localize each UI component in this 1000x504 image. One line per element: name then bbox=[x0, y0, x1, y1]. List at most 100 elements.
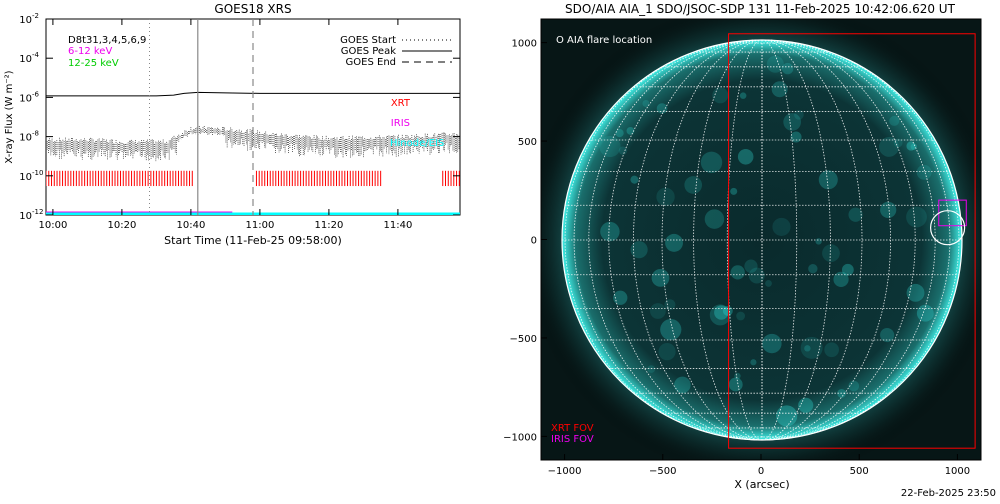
active-region-blob bbox=[841, 263, 854, 276]
active-region-blob bbox=[804, 345, 811, 352]
active-region-blob bbox=[818, 170, 838, 190]
longitude-line bbox=[693, 39, 763, 441]
active-region-blob bbox=[906, 283, 925, 302]
active-region-blob bbox=[744, 259, 758, 273]
active-region-blob bbox=[906, 206, 927, 228]
aia-x-tick-label: −1000 bbox=[548, 466, 582, 477]
active-region-blob bbox=[824, 342, 839, 358]
active-region-blob bbox=[879, 137, 899, 157]
active-region-blob bbox=[916, 304, 934, 322]
legend-label-goes-peak: GOES Peak bbox=[341, 46, 396, 57]
active-region-blob bbox=[665, 233, 683, 252]
flare-location-marker bbox=[930, 210, 966, 246]
active-region-blob bbox=[766, 55, 784, 73]
active-region-blob bbox=[889, 115, 900, 126]
active-region-blob bbox=[739, 92, 747, 99]
aia-axes: −1000 −500 0 500 1000 1000 500 0 −500 −1000 bbox=[503, 39, 970, 477]
goes-y-tick-label: 10 bbox=[19, 54, 32, 65]
goes-x-tick-label: 10:20 bbox=[107, 220, 136, 231]
legend-label-detectors: D8t31,3,4,5,6,9 bbox=[68, 35, 146, 46]
active-region-blob bbox=[772, 217, 791, 236]
goes-y-tick-exponent: -6 bbox=[32, 90, 40, 98]
goes-y-tick-exponent: -12 bbox=[32, 208, 43, 216]
longitude-line bbox=[761, 39, 798, 441]
active-region-blob bbox=[714, 305, 729, 320]
active-region-blob bbox=[750, 359, 757, 366]
active-region-blob bbox=[600, 221, 620, 242]
goes-y-tick-label: 10 bbox=[19, 133, 32, 144]
active-region-blob bbox=[800, 336, 823, 359]
aia-legend-iris-fov: IRIS FOV bbox=[551, 434, 594, 445]
active-region-blob bbox=[618, 146, 628, 155]
active-region-blob bbox=[893, 138, 903, 148]
legend-label-12-25kev: 12-25 keV bbox=[68, 58, 119, 69]
aia-image bbox=[541, 19, 981, 460]
aia-x-axis-label: X (arcsec) bbox=[734, 478, 789, 491]
goes-x-tick-label: 10:40 bbox=[176, 220, 205, 231]
active-region-blob bbox=[808, 264, 818, 274]
active-region-blob bbox=[660, 318, 682, 341]
active-region-blob bbox=[613, 290, 628, 305]
goes-y-tick-exponent: -10 bbox=[32, 169, 43, 177]
active-region-blob bbox=[748, 267, 765, 284]
active-region-blob bbox=[728, 377, 743, 392]
goes-y-tick-exponent: -8 bbox=[32, 130, 39, 138]
active-region-blob bbox=[822, 244, 840, 263]
goes-y-tick-label: 10 bbox=[19, 93, 32, 104]
aia-panel: SDO/AIA AIA_1 SDO/JSOC-SDP 131 11-Feb-20… bbox=[503, 2, 982, 491]
active-region-blob bbox=[880, 201, 897, 219]
active-region-blob bbox=[906, 141, 916, 151]
longitude-line bbox=[761, 39, 916, 441]
longitude-line bbox=[726, 39, 763, 441]
active-region-blob bbox=[762, 333, 782, 354]
active-region-blob bbox=[658, 343, 676, 361]
goes-y-axis-label: X-ray Flux (W m⁻²) bbox=[4, 70, 15, 163]
active-region-blob bbox=[674, 376, 691, 394]
active-region-blob bbox=[848, 380, 860, 392]
active-region-blob bbox=[794, 110, 804, 120]
aia-legend-flare: O AIA flare location bbox=[556, 35, 652, 46]
solar-limb bbox=[561, 39, 963, 441]
active-region-blob bbox=[916, 164, 932, 180]
active-region-blob bbox=[599, 135, 621, 158]
flux-6-12kev-line bbox=[46, 91, 460, 97]
goes-y-tick-label: 10 bbox=[19, 172, 32, 183]
goes-x-tick-label: 11:40 bbox=[383, 220, 412, 231]
goes-x-tick-label: 11:00 bbox=[245, 220, 274, 231]
aia-x-tick-label: 500 bbox=[850, 466, 869, 477]
coverage-label-hinode: Hinode/EIS bbox=[390, 138, 444, 149]
aia-y-tick-label: −1000 bbox=[503, 432, 537, 443]
active-region-blob bbox=[730, 265, 745, 280]
active-region-blob bbox=[642, 100, 650, 108]
longitude-line bbox=[633, 39, 763, 441]
active-region-blob bbox=[704, 209, 725, 229]
active-region-blob bbox=[656, 103, 668, 114]
aia-y-tick-label: −500 bbox=[510, 334, 537, 345]
aia-y-tick-label: 1000 bbox=[512, 39, 537, 50]
active-region-blob bbox=[880, 327, 895, 343]
aia-x-tick-label: 0 bbox=[758, 466, 764, 477]
active-region-blob bbox=[815, 238, 822, 245]
active-region-blob bbox=[712, 87, 729, 104]
active-region-texture bbox=[599, 55, 934, 427]
legend-label-6-12kev: 6-12 keV bbox=[68, 46, 112, 57]
goes-y-tick-label: 10 bbox=[19, 211, 32, 222]
legend-label-goes-end: GOES End bbox=[346, 57, 396, 68]
active-region-blob bbox=[650, 303, 666, 319]
active-region-blob bbox=[848, 207, 863, 222]
goes-axes: 10:00 10:20 10:40 11:00 11:20 11:4010-1210-10… bbox=[19, 12, 460, 231]
goes-y-tick-exponent: -4 bbox=[32, 51, 40, 59]
aia-title: SDO/AIA AIA_1 SDO/JSOC-SDP 131 11-Feb-20… bbox=[565, 2, 956, 16]
goes-xrs-panel: GOES18 XRS 10:00 10:20 10:40 11:00 11:20 11:4… bbox=[4, 2, 461, 247]
goes-y-tick-exponent: -2 bbox=[32, 12, 39, 20]
active-region-blob bbox=[737, 149, 754, 165]
goes-x-tick-label: 11:20 bbox=[314, 220, 343, 231]
active-region-blob bbox=[615, 129, 624, 138]
active-region-blob bbox=[651, 268, 670, 287]
active-region-blob bbox=[771, 81, 788, 98]
footer-timestamp: 22-Feb-2025 23:50 bbox=[901, 488, 996, 499]
xrt-fov-box bbox=[728, 33, 976, 449]
goes-x-tick-label: 10:00 bbox=[38, 220, 67, 231]
active-region-blob bbox=[684, 176, 703, 194]
active-region-blob bbox=[781, 62, 794, 75]
